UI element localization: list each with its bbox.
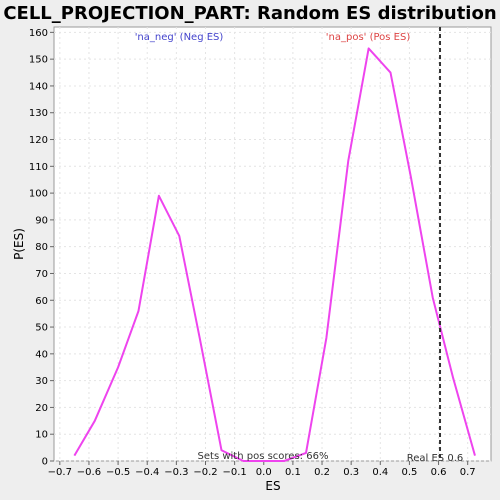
- y-tick-label: 80: [35, 242, 48, 253]
- sets-text: Sets with pos scores: 66%: [198, 451, 329, 462]
- y-tick-label: 120: [29, 135, 48, 146]
- x-tick-label: −0.5: [106, 467, 130, 478]
- y-tick-label: 40: [35, 349, 48, 360]
- y-tick-label: 10: [35, 430, 48, 441]
- y-tick-label: 60: [35, 296, 48, 307]
- x-tick-label: −0.6: [77, 467, 101, 478]
- x-tick-label: 0.4: [372, 467, 388, 478]
- y-tick-label: 0: [42, 457, 48, 468]
- y-tick-label: 70: [35, 269, 48, 280]
- y-axis-label: P(ES): [12, 228, 26, 260]
- pos-label: 'na_pos' (Pos ES): [326, 32, 411, 43]
- x-tick-label: 0.6: [431, 467, 447, 478]
- y-tick-label: 110: [29, 162, 48, 173]
- y-tick-label: 100: [29, 189, 48, 200]
- y-tick-label: 50: [35, 323, 48, 334]
- x-tick-label: 0.3: [343, 467, 359, 478]
- x-tick-label: −0.1: [222, 467, 246, 478]
- x-tick-label: 0.2: [314, 467, 330, 478]
- x-tick-label: −0.3: [164, 467, 188, 478]
- x-axis-label: ES: [265, 479, 280, 493]
- y-tick-label: 20: [35, 403, 48, 414]
- series-line: [73, 47, 476, 462]
- real-es-label: Real ES 0.6: [407, 453, 463, 464]
- y-axis: 0 10 20 30 40 50 60 70 80 90 100 110 120 130 140 150 160: [29, 28, 54, 468]
- y-tick-label: 150: [29, 55, 48, 66]
- chart-title: CELL_PROJECTION_PART: Random ES distribu…: [3, 3, 496, 24]
- x-tick-label: −0.7: [48, 467, 72, 478]
- y-tick-label: 140: [29, 81, 48, 92]
- y-tick-label: 160: [29, 28, 48, 39]
- plot-area: [53, 26, 492, 462]
- y-tick-label: 30: [35, 376, 48, 387]
- x-tick-label: −0.4: [135, 467, 159, 478]
- y-tick-label: 130: [29, 108, 48, 119]
- x-tick-label: 0.0: [256, 467, 272, 478]
- y-tick-label: 90: [35, 215, 48, 226]
- neg-label: 'na_neg' (Neg ES): [135, 32, 224, 43]
- x-axis: −0.7 −0.6 −0.5 −0.4 −0.3 −0.2 −0.1 0.0 0.1 0.2 0.3…: [48, 461, 476, 478]
- x-tick-label: 0.5: [401, 467, 417, 478]
- x-tick-label: 0.7: [460, 467, 476, 478]
- x-tick-label: −0.2: [193, 467, 217, 478]
- x-tick-label: 0.1: [285, 467, 301, 478]
- grid: [54, 27, 491, 462]
